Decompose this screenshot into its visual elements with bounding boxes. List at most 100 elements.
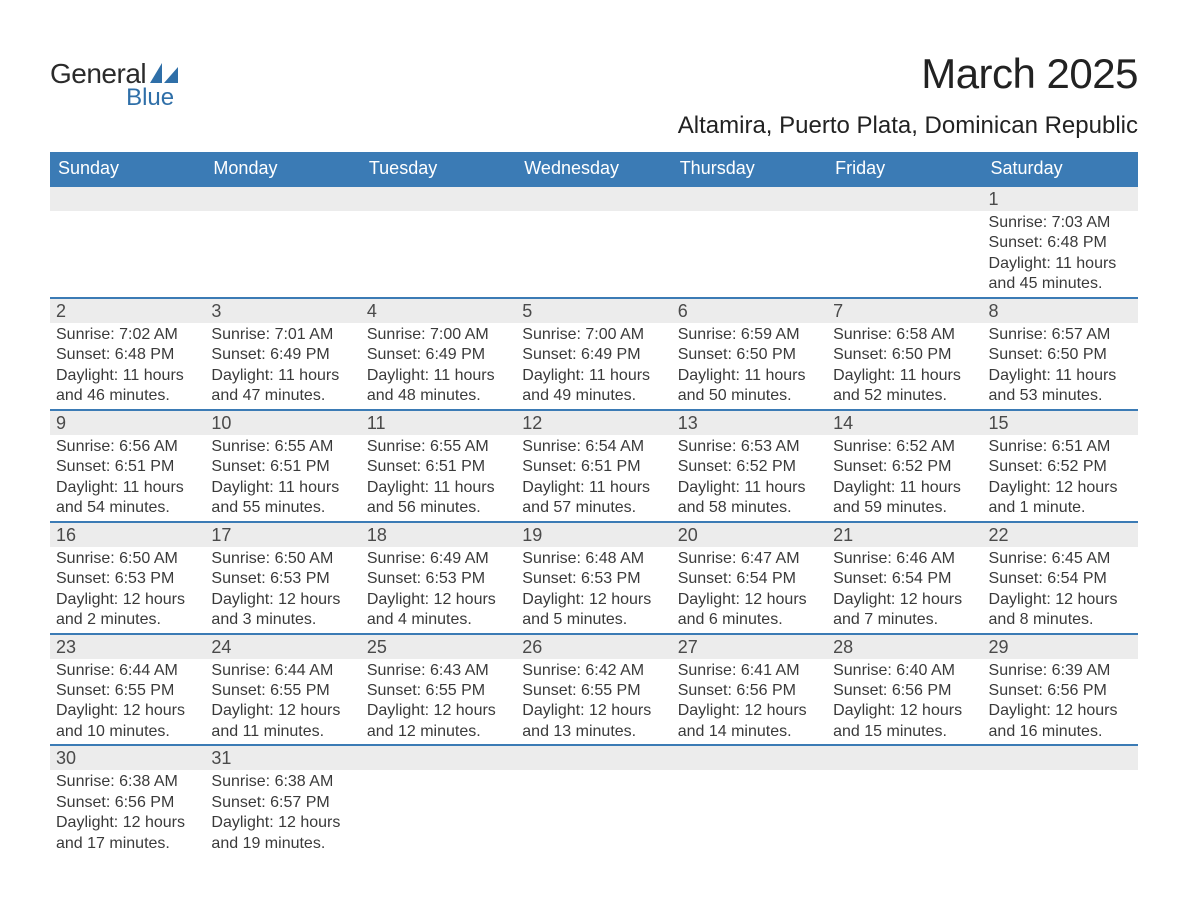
daylight-line: Daylight: 12 hours and 4 minutes. xyxy=(367,590,510,631)
day-details: Sunrise: 6:48 AMSunset: 6:53 PMDaylight:… xyxy=(516,547,671,634)
daylight-line: Daylight: 11 hours and 46 minutes. xyxy=(56,366,199,407)
sunset-line: Sunset: 6:50 PM xyxy=(678,345,821,365)
empty-cell xyxy=(361,211,516,298)
day-details: Sunrise: 6:56 AMSunset: 6:51 PMDaylight:… xyxy=(50,435,205,522)
sunrise-line: Sunrise: 7:03 AM xyxy=(989,213,1132,233)
sunrise-line: Sunrise: 7:00 AM xyxy=(522,325,665,345)
day-details: Sunrise: 6:41 AMSunset: 6:56 PMDaylight:… xyxy=(672,659,827,746)
day-details: Sunrise: 7:00 AMSunset: 6:49 PMDaylight:… xyxy=(361,323,516,410)
day-number: 5 xyxy=(516,298,671,323)
day-details: Sunrise: 6:45 AMSunset: 6:54 PMDaylight:… xyxy=(983,547,1138,634)
empty-cell xyxy=(827,745,982,770)
sunrise-line: Sunrise: 6:55 AM xyxy=(211,437,354,457)
daylight-line: Daylight: 11 hours and 58 minutes. xyxy=(678,478,821,519)
sunrise-line: Sunrise: 6:41 AM xyxy=(678,661,821,681)
sunrise-line: Sunrise: 6:51 AM xyxy=(989,437,1132,457)
week-detail-row: Sunrise: 6:56 AMSunset: 6:51 PMDaylight:… xyxy=(50,435,1138,522)
day-details: Sunrise: 7:00 AMSunset: 6:49 PMDaylight:… xyxy=(516,323,671,410)
daylight-line: Daylight: 11 hours and 54 minutes. xyxy=(56,478,199,519)
daylight-line: Daylight: 11 hours and 52 minutes. xyxy=(833,366,976,407)
daylight-line: Daylight: 12 hours and 13 minutes. xyxy=(522,701,665,742)
day-number: 22 xyxy=(983,522,1138,547)
empty-cell xyxy=(361,186,516,211)
weekday-header: Thursday xyxy=(672,152,827,186)
daylight-line: Daylight: 12 hours and 17 minutes. xyxy=(56,813,199,854)
sunset-line: Sunset: 6:53 PM xyxy=(211,569,354,589)
day-number: 17 xyxy=(205,522,360,547)
day-details: Sunrise: 6:39 AMSunset: 6:56 PMDaylight:… xyxy=(983,659,1138,746)
day-number: 15 xyxy=(983,410,1138,435)
sunset-line: Sunset: 6:52 PM xyxy=(678,457,821,477)
sunrise-line: Sunrise: 6:47 AM xyxy=(678,549,821,569)
day-details: Sunrise: 6:55 AMSunset: 6:51 PMDaylight:… xyxy=(205,435,360,522)
empty-cell xyxy=(516,770,671,856)
daylight-line: Daylight: 12 hours and 7 minutes. xyxy=(833,590,976,631)
daylight-line: Daylight: 11 hours and 50 minutes. xyxy=(678,366,821,407)
week-detail-row: Sunrise: 6:50 AMSunset: 6:53 PMDaylight:… xyxy=(50,547,1138,634)
daylight-line: Daylight: 11 hours and 56 minutes. xyxy=(367,478,510,519)
sunrise-line: Sunrise: 6:50 AM xyxy=(211,549,354,569)
sunset-line: Sunset: 6:56 PM xyxy=(678,681,821,701)
brand-logo: General Blue xyxy=(50,58,178,112)
daylight-line: Daylight: 12 hours and 3 minutes. xyxy=(211,590,354,631)
day-number: 9 xyxy=(50,410,205,435)
day-number: 25 xyxy=(361,634,516,659)
day-details: Sunrise: 6:47 AMSunset: 6:54 PMDaylight:… xyxy=(672,547,827,634)
empty-cell xyxy=(516,186,671,211)
sunrise-line: Sunrise: 6:58 AM xyxy=(833,325,976,345)
day-details: Sunrise: 7:01 AMSunset: 6:49 PMDaylight:… xyxy=(205,323,360,410)
day-details: Sunrise: 6:53 AMSunset: 6:52 PMDaylight:… xyxy=(672,435,827,522)
day-number: 16 xyxy=(50,522,205,547)
daylight-line: Daylight: 11 hours and 55 minutes. xyxy=(211,478,354,519)
sunset-line: Sunset: 6:55 PM xyxy=(367,681,510,701)
week-daynum-row: 23242526272829 xyxy=(50,634,1138,659)
day-number: 11 xyxy=(361,410,516,435)
sunset-line: Sunset: 6:49 PM xyxy=(211,345,354,365)
sunrise-line: Sunrise: 6:49 AM xyxy=(367,549,510,569)
sunrise-line: Sunrise: 6:44 AM xyxy=(56,661,199,681)
daylight-line: Daylight: 12 hours and 11 minutes. xyxy=(211,701,354,742)
daylight-line: Daylight: 12 hours and 16 minutes. xyxy=(989,701,1132,742)
sunrise-line: Sunrise: 6:38 AM xyxy=(211,772,354,792)
week-daynum-row: 16171819202122 xyxy=(50,522,1138,547)
sunrise-line: Sunrise: 6:45 AM xyxy=(989,549,1132,569)
empty-cell xyxy=(516,745,671,770)
sunset-line: Sunset: 6:48 PM xyxy=(56,345,199,365)
day-number: 20 xyxy=(672,522,827,547)
sunset-line: Sunset: 6:55 PM xyxy=(56,681,199,701)
day-details: Sunrise: 6:59 AMSunset: 6:50 PMDaylight:… xyxy=(672,323,827,410)
week-detail-row: Sunrise: 6:44 AMSunset: 6:55 PMDaylight:… xyxy=(50,659,1138,746)
daylight-line: Daylight: 11 hours and 47 minutes. xyxy=(211,366,354,407)
sunset-line: Sunset: 6:52 PM xyxy=(833,457,976,477)
empty-cell xyxy=(205,186,360,211)
sunset-line: Sunset: 6:53 PM xyxy=(367,569,510,589)
sunset-line: Sunset: 6:56 PM xyxy=(989,681,1132,701)
empty-cell xyxy=(361,770,516,856)
sunset-line: Sunset: 6:53 PM xyxy=(56,569,199,589)
sunrise-line: Sunrise: 6:42 AM xyxy=(522,661,665,681)
sunset-line: Sunset: 6:51 PM xyxy=(56,457,199,477)
calendar-table: SundayMondayTuesdayWednesdayThursdayFrid… xyxy=(50,152,1138,856)
day-details: Sunrise: 6:38 AMSunset: 6:57 PMDaylight:… xyxy=(205,770,360,856)
empty-cell xyxy=(50,186,205,211)
day-number: 18 xyxy=(361,522,516,547)
sunrise-line: Sunrise: 7:00 AM xyxy=(367,325,510,345)
sunrise-line: Sunrise: 6:52 AM xyxy=(833,437,976,457)
empty-cell xyxy=(983,745,1138,770)
daylight-line: Daylight: 12 hours and 15 minutes. xyxy=(833,701,976,742)
day-number: 3 xyxy=(205,298,360,323)
day-number: 29 xyxy=(983,634,1138,659)
sunrise-line: Sunrise: 6:39 AM xyxy=(989,661,1132,681)
day-number: 30 xyxy=(50,745,205,770)
week-detail-row: Sunrise: 7:03 AMSunset: 6:48 PMDaylight:… xyxy=(50,211,1138,298)
empty-cell xyxy=(50,211,205,298)
sunset-line: Sunset: 6:50 PM xyxy=(989,345,1132,365)
empty-cell xyxy=(827,186,982,211)
daylight-line: Daylight: 11 hours and 45 minutes. xyxy=(989,254,1132,295)
sunset-line: Sunset: 6:56 PM xyxy=(833,681,976,701)
brand-name-2: Blue xyxy=(50,84,178,112)
day-number: 2 xyxy=(50,298,205,323)
daylight-line: Daylight: 12 hours and 14 minutes. xyxy=(678,701,821,742)
sunset-line: Sunset: 6:52 PM xyxy=(989,457,1132,477)
day-details: Sunrise: 6:51 AMSunset: 6:52 PMDaylight:… xyxy=(983,435,1138,522)
